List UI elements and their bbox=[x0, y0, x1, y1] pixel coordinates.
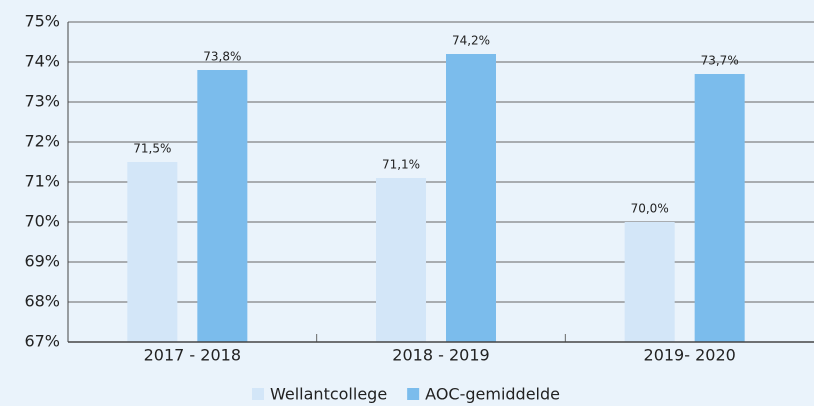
x-tick-label: 2019- 2020 bbox=[644, 346, 736, 365]
bar bbox=[127, 162, 178, 342]
y-tick-label: 69% bbox=[24, 252, 60, 271]
value-label: 74,2% bbox=[452, 34, 490, 48]
bar bbox=[446, 54, 496, 342]
y-tick-label: 67% bbox=[24, 332, 60, 351]
y-tick-label: 75% bbox=[24, 12, 60, 31]
legend-swatch bbox=[407, 388, 420, 400]
value-label: 71,5% bbox=[133, 142, 171, 156]
value-label: 73,7% bbox=[701, 54, 739, 68]
bar bbox=[376, 178, 426, 342]
value-label: 73,8% bbox=[203, 50, 241, 64]
bar bbox=[624, 222, 675, 342]
y-tick-label: 68% bbox=[24, 292, 60, 311]
y-tick-label: 71% bbox=[24, 172, 60, 191]
legend-label: Wellantcollege bbox=[270, 385, 387, 404]
y-tick-label: 72% bbox=[24, 132, 60, 151]
value-label: 71,1% bbox=[382, 158, 420, 172]
value-label: 70,0% bbox=[631, 202, 669, 216]
bar bbox=[197, 70, 248, 342]
legend-label: AOC-gemiddelde bbox=[425, 385, 560, 404]
x-tick-label: 2018 - 2019 bbox=[392, 346, 489, 365]
x-tick-label: 2017 - 2018 bbox=[144, 346, 241, 365]
y-tick-label: 73% bbox=[24, 92, 60, 111]
y-tick-label: 74% bbox=[24, 52, 60, 71]
legend-swatch bbox=[252, 388, 264, 400]
bar bbox=[694, 74, 745, 342]
y-tick-label: 70% bbox=[24, 212, 60, 231]
